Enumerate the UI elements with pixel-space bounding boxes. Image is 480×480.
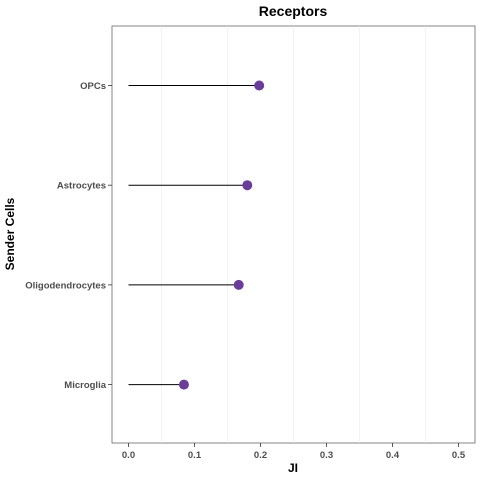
x-tick-label: 0.2 (254, 450, 267, 461)
lollipop-point (242, 180, 252, 190)
y-tick-label: Oligodendrocytes (25, 280, 106, 291)
chart-title: Receptors (259, 3, 328, 19)
x-tick-label: 0.5 (452, 450, 466, 461)
y-tick-label: OPCs (80, 81, 106, 92)
y-tick-label: Microglia (64, 380, 106, 391)
x-tick-label: 0.3 (320, 450, 333, 461)
x-axis-title: JI (288, 461, 298, 475)
x-tick-label: 0.0 (122, 450, 135, 461)
y-axis-title: Sender Cells (3, 197, 17, 270)
x-tick-label: 0.1 (188, 450, 202, 461)
y-tick-label: Astrocytes (57, 181, 106, 192)
lollipop-point (254, 81, 264, 91)
lollipop-point (234, 280, 244, 290)
x-tick-label: 0.4 (386, 450, 400, 461)
lollipop-point (179, 380, 189, 390)
